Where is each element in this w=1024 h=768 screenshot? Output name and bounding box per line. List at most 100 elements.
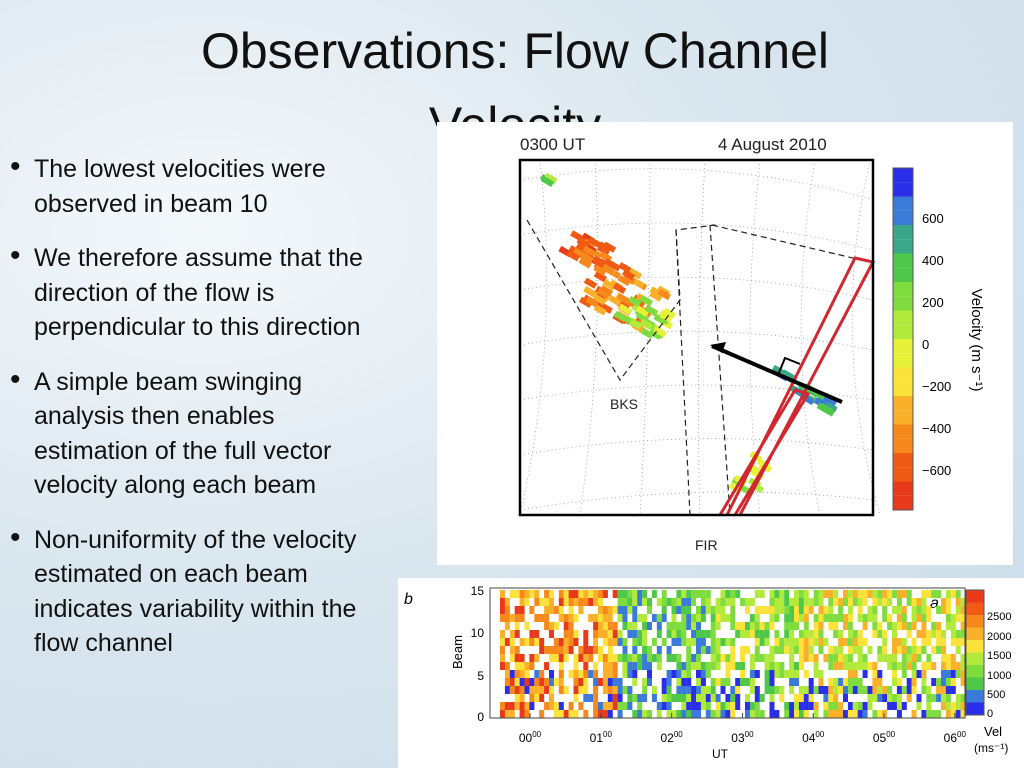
echo-cell (632, 694, 638, 702)
echo-cell (509, 686, 515, 694)
echo-cell (818, 622, 824, 630)
echo-cell (593, 630, 599, 638)
echo-cell (730, 702, 736, 710)
echo-cell (955, 590, 961, 598)
echo-cell (720, 598, 726, 606)
echo-cell (901, 646, 907, 654)
echo-cell (847, 622, 853, 630)
echo-cell (656, 614, 662, 622)
echo-cell (896, 678, 902, 686)
echo-cell (666, 710, 672, 718)
colorbar-band (893, 381, 913, 397)
echo-cell (769, 622, 775, 630)
echo-cell (651, 654, 657, 662)
echo-cell (568, 630, 574, 638)
echo-cell (945, 598, 951, 606)
echo-cell (838, 662, 844, 670)
echo-cell (563, 598, 569, 606)
colorbar-band (966, 677, 984, 691)
echo-cell (514, 606, 520, 614)
echo-cell (651, 590, 657, 598)
echo-cell (656, 598, 662, 606)
echo-cell (789, 630, 795, 638)
echo-cell (867, 590, 873, 598)
echo-cell (642, 678, 648, 686)
echo-cell (798, 662, 804, 670)
echo-cell (500, 614, 505, 622)
echo-cell (661, 694, 667, 702)
echo-cell (598, 622, 603, 630)
echo-cell (843, 654, 848, 662)
echo-cell (598, 630, 603, 638)
echo-cell (833, 678, 839, 686)
echo-cell (803, 622, 809, 630)
echo-cell (798, 630, 804, 638)
echo-cell (730, 654, 736, 662)
echo-cell (955, 630, 961, 638)
echo-cell (686, 670, 692, 678)
echo-cell (588, 670, 594, 678)
echo-cell (818, 638, 824, 646)
echo-cell (539, 686, 545, 694)
echo-cell (823, 702, 829, 710)
echo-cell (514, 694, 520, 702)
echo-cell (578, 598, 584, 606)
tick-hour: 06 (944, 731, 958, 745)
echo-cell (622, 606, 628, 614)
echo-cell (686, 622, 692, 630)
echo-cell (857, 678, 863, 686)
echo-cell (916, 606, 922, 614)
echo-cell (715, 678, 721, 686)
echo-cell (627, 686, 633, 694)
echo-cell (740, 622, 746, 630)
echo-cell (921, 598, 927, 606)
echo-cell (838, 638, 844, 646)
echo-cell (583, 670, 589, 678)
echo-cell (529, 638, 535, 646)
echo-cell (867, 662, 873, 670)
echo-cell (803, 686, 809, 694)
echo-cell (639, 295, 654, 307)
echo-cell (813, 662, 819, 670)
echo-cell (563, 590, 569, 598)
echo-cell (607, 294, 622, 307)
echo-cell (691, 614, 697, 622)
echo-cell (509, 678, 515, 686)
echo-cell (857, 598, 863, 606)
echo-cell (955, 646, 961, 654)
echo-cell (637, 590, 643, 598)
echo-cell (803, 606, 809, 614)
echo-cell (789, 662, 795, 670)
tick-minute: 00 (532, 730, 541, 739)
echo-cell (936, 646, 942, 654)
echo-cell (504, 606, 510, 614)
echo-cell (867, 702, 873, 710)
echo-cell (700, 694, 706, 702)
echo-cell (926, 710, 932, 718)
echo-cell (877, 590, 883, 598)
echo-cell (524, 598, 530, 606)
echo-cell (715, 654, 721, 662)
echo-cell (892, 622, 897, 630)
echo-cell (779, 638, 785, 646)
echo-cell (558, 606, 564, 614)
echo-cell (921, 678, 927, 686)
echo-cell (950, 654, 956, 662)
echo-cell (602, 678, 608, 686)
echo-cell (769, 670, 775, 678)
echo-cell (843, 622, 848, 630)
echo-cell (661, 702, 667, 710)
colorbar-band (893, 453, 913, 468)
echo-cell (519, 614, 525, 622)
echo-cell (926, 662, 932, 670)
echo-cell (602, 630, 608, 638)
echo-cell (696, 678, 701, 686)
echo-cell (824, 401, 838, 413)
echo-cell (901, 614, 907, 622)
echo-cell (627, 630, 633, 638)
echo-cell (613, 310, 628, 323)
echo-cell (857, 630, 863, 638)
echo-cell (534, 638, 540, 646)
echo-cell (583, 630, 589, 638)
echo-cell (578, 590, 584, 598)
